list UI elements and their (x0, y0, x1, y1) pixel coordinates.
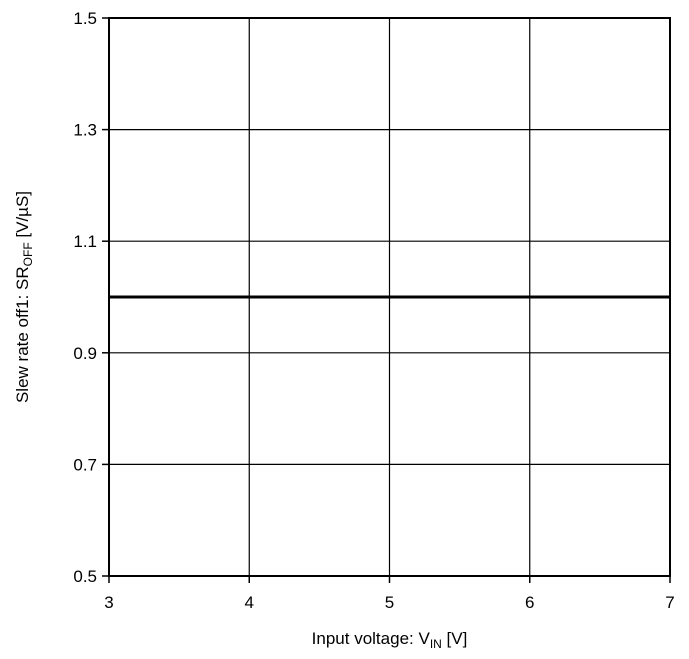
x-axis-label-subscript: IN (430, 637, 442, 651)
x-tick-labels: 3 4 5 6 7 (104, 593, 674, 612)
x-tick-label: 4 (245, 593, 254, 612)
y-axis-label-subscript: OFF (21, 242, 35, 266)
x-axis-label: Input voltage: VIN [V] (312, 629, 468, 651)
x-tick-label: 7 (665, 593, 674, 612)
y-axis-label-main: Slew rate off1: SR (13, 266, 32, 403)
grid (102, 18, 670, 583)
y-tick-labels: 0.5 0.7 0.9 1.1 1.3 1.5 (73, 9, 97, 586)
y-axis-label-unit: [V/µS] (13, 191, 32, 242)
y-axis-label: Slew rate off1: SROFF [V/µS] (13, 191, 35, 403)
x-tick-label: 6 (525, 593, 534, 612)
x-tick-label: 3 (104, 593, 113, 612)
y-tick-label: 1.1 (73, 232, 97, 251)
x-axis-label-main: Input voltage: V (312, 629, 431, 648)
x-axis-label-unit: [V] (442, 629, 468, 648)
y-tick-label: 0.7 (73, 455, 97, 474)
y-tick-label: 1.5 (73, 9, 97, 28)
x-tick-label: 5 (385, 593, 394, 612)
y-tick-label: 0.5 (73, 567, 97, 586)
y-tick-label: 0.9 (73, 344, 97, 363)
y-tick-label: 1.3 (73, 121, 97, 140)
